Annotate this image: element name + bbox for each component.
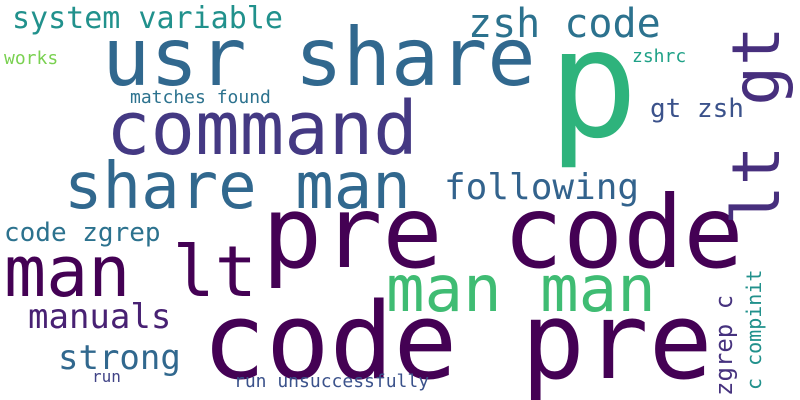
word-zshrc: zshrc	[632, 46, 687, 67]
word-man-man: man man	[386, 253, 656, 327]
word-matches-found: matches found	[130, 87, 271, 108]
word-code-zgrep: code zgrep	[4, 218, 161, 248]
word-zsh-code: zsh code	[468, 1, 661, 47]
word-zgrep-c: zgrep c	[710, 294, 738, 396]
word-p: p	[548, 0, 639, 172]
word-run: run	[92, 367, 121, 386]
word-manuals: manuals	[28, 297, 172, 337]
word-lt-gt: lt gt	[718, 26, 795, 225]
word-command: command	[106, 86, 418, 172]
word-run-unsuccessfully: run unsuccessfully	[234, 371, 430, 392]
word-share-man: share man	[64, 150, 411, 224]
word-works: works	[4, 48, 59, 69]
word-man-lt: man lt	[4, 231, 257, 313]
word-system-variable: system variable	[12, 1, 283, 36]
word-following: following	[444, 167, 640, 208]
word-c-compinit: c compinit	[742, 269, 766, 390]
word-usr-share: usr share	[102, 11, 536, 104]
word-pre-code: pre code	[262, 174, 744, 291]
word-code-pre: code pre	[202, 280, 713, 400]
word-gt-zsh: gt zsh	[650, 94, 744, 124]
word-strong: strong	[58, 338, 181, 378]
